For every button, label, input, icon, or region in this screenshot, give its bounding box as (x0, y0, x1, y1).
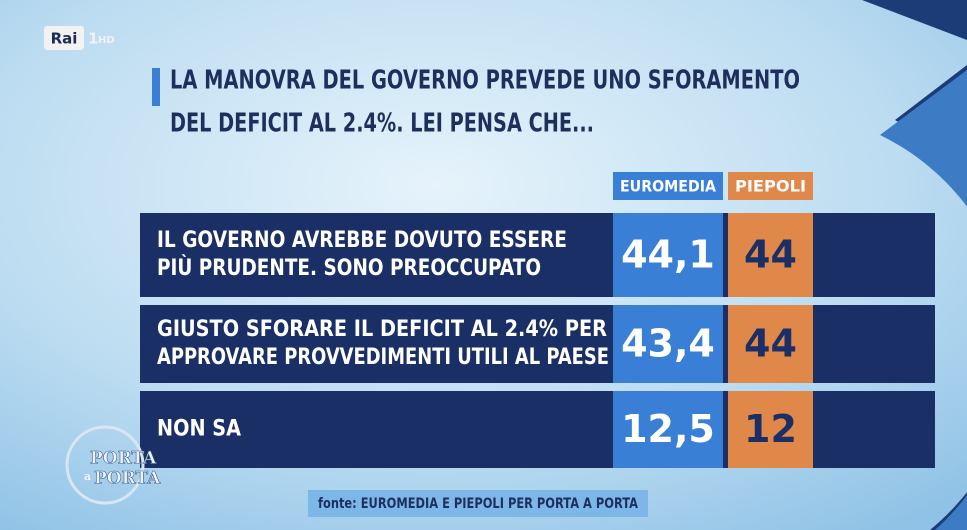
row-label: PIÙ PRUDENTE. SONO PREOCCUPATO (157, 255, 541, 281)
value-cell (728, 213, 813, 297)
program-logo: PORTA a PORTA (65, 425, 161, 505)
row-label: GIUSTO SFORARE IL DEFICIT AL 2.4% PER (157, 317, 607, 342)
column-header: EUROMEDIA (620, 177, 717, 196)
logo-number: 1 (88, 30, 98, 48)
logo-ring (65, 425, 145, 505)
column-header: PIEPOLI (735, 177, 806, 196)
value-cell (613, 305, 723, 383)
column-header-box (613, 172, 723, 200)
program-word: a (84, 470, 91, 483)
program-word: PORTA (90, 449, 157, 469)
decor-arc-light (880, 70, 967, 530)
poll-table: EUROMEDIA PIEPOLI IL GOVERNO AVREBBE DOVUT… (140, 172, 935, 468)
value: 44 (744, 322, 797, 366)
row-label: IL GOVERNO AVREBBE DOVUTO ESSERE (157, 228, 567, 253)
column-header-box (728, 172, 813, 200)
value: 12 (744, 407, 797, 451)
title-line: DEL DEFICIT AL 2.4%. LEI PENSA CHE... (170, 109, 594, 139)
value: 43,4 (621, 322, 715, 366)
value: 44,1 (621, 233, 715, 277)
row-band (140, 213, 935, 297)
logo-hd: HD (98, 35, 115, 46)
channel-logo: Rai 1 HD (44, 26, 115, 50)
value: 44 (744, 233, 797, 277)
logo-rai: Rai (51, 30, 78, 48)
value-cell (728, 391, 813, 468)
value-cell (613, 391, 723, 468)
value-cell (613, 213, 723, 297)
row-band (140, 391, 935, 468)
program-word: PORTA (94, 469, 161, 489)
logo-box (44, 26, 84, 50)
value-cell (728, 305, 813, 383)
row-label: NON SA (157, 417, 241, 442)
value: 12,5 (621, 407, 715, 451)
row-label: APPROVARE PROVVEDIMENTI UTILI AL PAESE (157, 345, 609, 370)
source: fonte: EUROMEDIA E PIEPOLI PER PORTA A P… (318, 496, 638, 512)
title-line: LA MANOVRA DEL GOVERNO PREVEDE UNO SFORA… (170, 66, 800, 96)
title-accent (152, 68, 160, 106)
source-box (308, 490, 648, 517)
